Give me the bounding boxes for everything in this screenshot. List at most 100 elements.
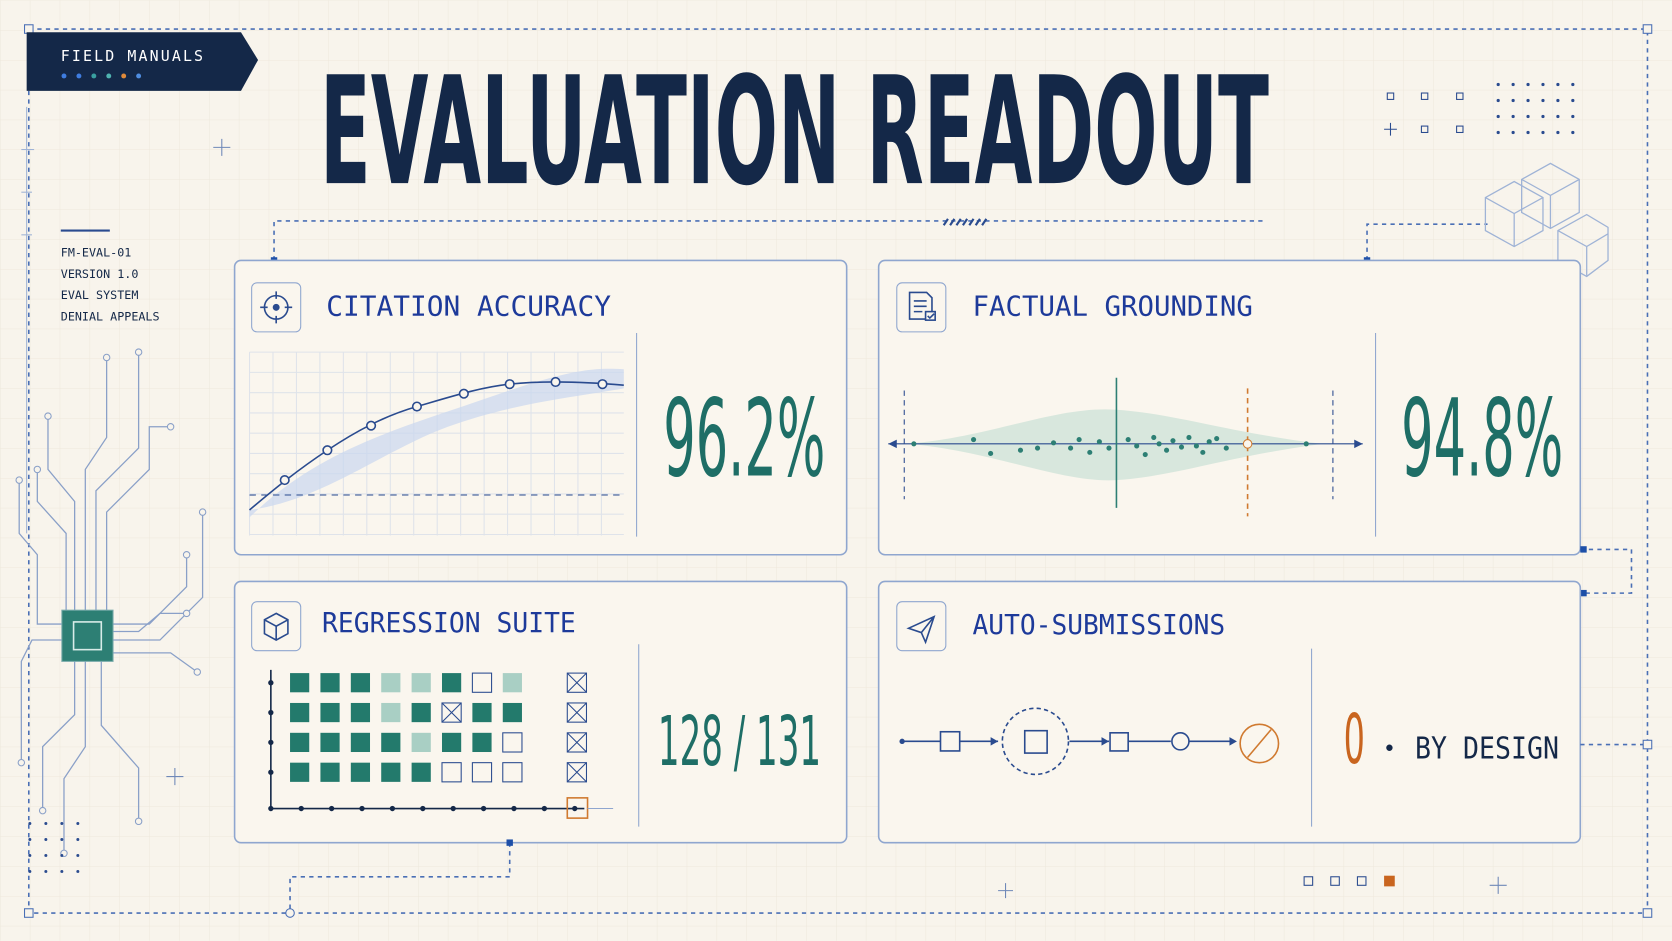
trace <box>100 661 140 822</box>
badge <box>26 32 259 91</box>
axis-dot <box>389 805 396 812</box>
trace <box>42 661 76 811</box>
bullet <box>1386 744 1393 751</box>
axis-dot <box>511 805 517 812</box>
decoration <box>411 401 422 412</box>
decoration <box>962 218 969 226</box>
chip <box>61 609 114 662</box>
frame-corner <box>1642 908 1653 918</box>
sample <box>1087 449 1093 455</box>
test-cell <box>320 732 340 753</box>
dot <box>44 853 48 857</box>
test-cell <box>320 673 340 693</box>
dot <box>1496 114 1500 119</box>
decoration <box>924 310 936 321</box>
trace <box>63 661 86 854</box>
decoration <box>942 218 949 226</box>
dot <box>1526 82 1530 87</box>
badge-dots <box>61 73 142 79</box>
connector <box>273 220 1267 261</box>
trace <box>105 426 171 611</box>
sample <box>1151 434 1157 441</box>
test-cell-x <box>566 702 587 723</box>
decoration <box>272 303 280 311</box>
trace <box>113 554 188 625</box>
decoration <box>974 218 981 226</box>
decoration <box>366 420 377 431</box>
dot <box>76 821 80 825</box>
trend-points <box>279 376 608 486</box>
decoration <box>121 73 127 79</box>
sample <box>1068 445 1074 451</box>
trace-end <box>134 817 143 826</box>
decoration <box>1356 876 1367 886</box>
decoration <box>1330 876 1340 886</box>
connector <box>1580 548 1633 594</box>
decoration <box>1521 162 1580 230</box>
dot <box>1556 114 1560 119</box>
sample <box>1106 445 1112 451</box>
deco-accent <box>1384 875 1395 887</box>
sample <box>1200 449 1206 455</box>
axis-dot <box>298 805 304 812</box>
trace-end <box>182 609 191 618</box>
decoration <box>260 291 293 324</box>
panel-auto <box>877 580 1582 844</box>
icon-target <box>260 291 293 324</box>
sample <box>1034 445 1041 451</box>
row-dot <box>268 769 274 775</box>
dot <box>1541 98 1545 103</box>
trace-end <box>38 806 47 815</box>
test-cell <box>441 732 462 753</box>
test-cell <box>502 732 523 753</box>
panel-value: 96.2% <box>663 377 825 501</box>
decoration <box>504 379 515 390</box>
dot <box>76 869 80 873</box>
trace-end <box>134 348 143 356</box>
test-cell <box>566 702 588 723</box>
sample <box>1178 444 1185 450</box>
test-matrix <box>268 672 588 812</box>
icon-cube <box>263 612 289 641</box>
sample <box>1076 437 1082 443</box>
axis-dot <box>420 805 426 812</box>
sample <box>1214 435 1220 442</box>
trace <box>20 639 62 763</box>
decoration <box>1420 125 1429 134</box>
test-cell <box>381 673 401 693</box>
decoration <box>597 379 608 390</box>
decoration <box>927 313 935 320</box>
test-cell <box>411 702 431 723</box>
test-cell-x <box>566 762 587 783</box>
decoration <box>981 218 988 226</box>
dot <box>76 853 80 857</box>
test-cell-x <box>566 672 587 693</box>
trace-end <box>44 412 52 420</box>
decoration <box>1456 92 1464 100</box>
sample <box>1142 451 1148 458</box>
flow-arrows <box>899 737 1237 746</box>
decoration <box>1386 92 1395 100</box>
test-cell <box>566 672 588 693</box>
axis-dot <box>572 805 578 812</box>
icon-frame <box>896 282 947 333</box>
dot <box>28 853 32 857</box>
trace <box>84 357 108 611</box>
dot <box>1526 114 1530 119</box>
decoration <box>1023 729 1048 754</box>
decoration <box>1456 125 1464 134</box>
sample <box>1164 447 1170 453</box>
axis-dot <box>268 805 274 812</box>
connector-node <box>506 839 513 846</box>
frame-corner <box>1642 24 1653 34</box>
connector <box>289 842 511 914</box>
threshold-point <box>1242 439 1253 449</box>
dot <box>28 869 32 873</box>
dot <box>1511 98 1515 103</box>
test-cell <box>502 673 522 693</box>
meta-line: EVAL SYSTEM <box>61 288 139 302</box>
test-cell <box>381 702 401 723</box>
test-cell-x <box>441 702 462 723</box>
icon-send <box>906 615 936 645</box>
